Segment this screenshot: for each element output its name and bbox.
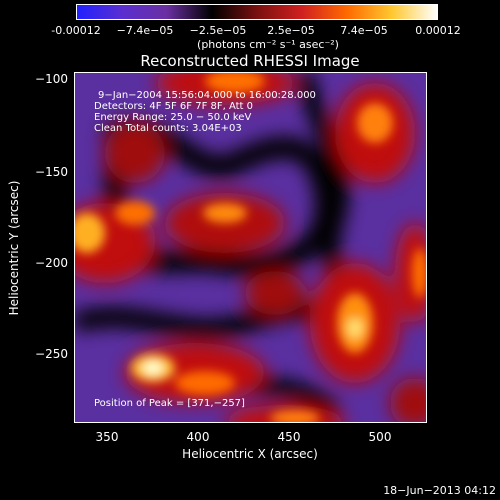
x-tick-label: 500 bbox=[368, 430, 392, 444]
x-tick-label: 350 bbox=[95, 430, 119, 444]
x-axis-label: Heliocentric X (arcsec) bbox=[182, 447, 318, 461]
footer-timestamp: 18−Jun−2013 04:12 bbox=[383, 484, 496, 497]
colorbar-tick-label: 2.5e−05 bbox=[267, 24, 315, 37]
colorbar-tick-label: 0.00012 bbox=[415, 24, 461, 37]
info-energy-range: Energy Range: 25.0 − 50.0 keV bbox=[94, 112, 252, 123]
peak-position-label: Position of Peak = [371,−257] bbox=[94, 398, 245, 409]
y-axis-label: Heliocentric Y (arcsec) bbox=[7, 180, 21, 316]
y-tick-label: −100 bbox=[35, 72, 68, 86]
y-tick-label: −150 bbox=[35, 165, 68, 179]
x-tick-label: 400 bbox=[186, 430, 210, 444]
colorbar-tick-label: -0.00012 bbox=[51, 24, 101, 37]
y-tick-label: −200 bbox=[35, 256, 68, 270]
rhessi-image-map bbox=[75, 73, 426, 422]
colorbar bbox=[76, 4, 438, 20]
colorbar-tick-label: −7.4e−05 bbox=[116, 24, 174, 37]
plot-title: Reconstructed RHESSI Image bbox=[140, 52, 360, 70]
info-detectors: Detectors: 4F 5F 6F 7F 8F, Att 0 bbox=[94, 101, 254, 112]
y-tick-label: −250 bbox=[35, 347, 68, 361]
info-time-range: 9−Jan−2004 15:56:04.000 to 16:00:28.000 bbox=[98, 90, 316, 101]
colorbar-tick-label: 7.4e−05 bbox=[340, 24, 388, 37]
colorbar-tick-label: −2.5e−05 bbox=[189, 24, 247, 37]
colorbar-units: (photons cm⁻² s⁻¹ asec⁻²) bbox=[197, 38, 339, 51]
x-tick-label: 450 bbox=[277, 430, 301, 444]
info-clean-counts: Clean Total counts: 3.04E+03 bbox=[94, 123, 242, 134]
rhessi-image bbox=[74, 72, 427, 423]
